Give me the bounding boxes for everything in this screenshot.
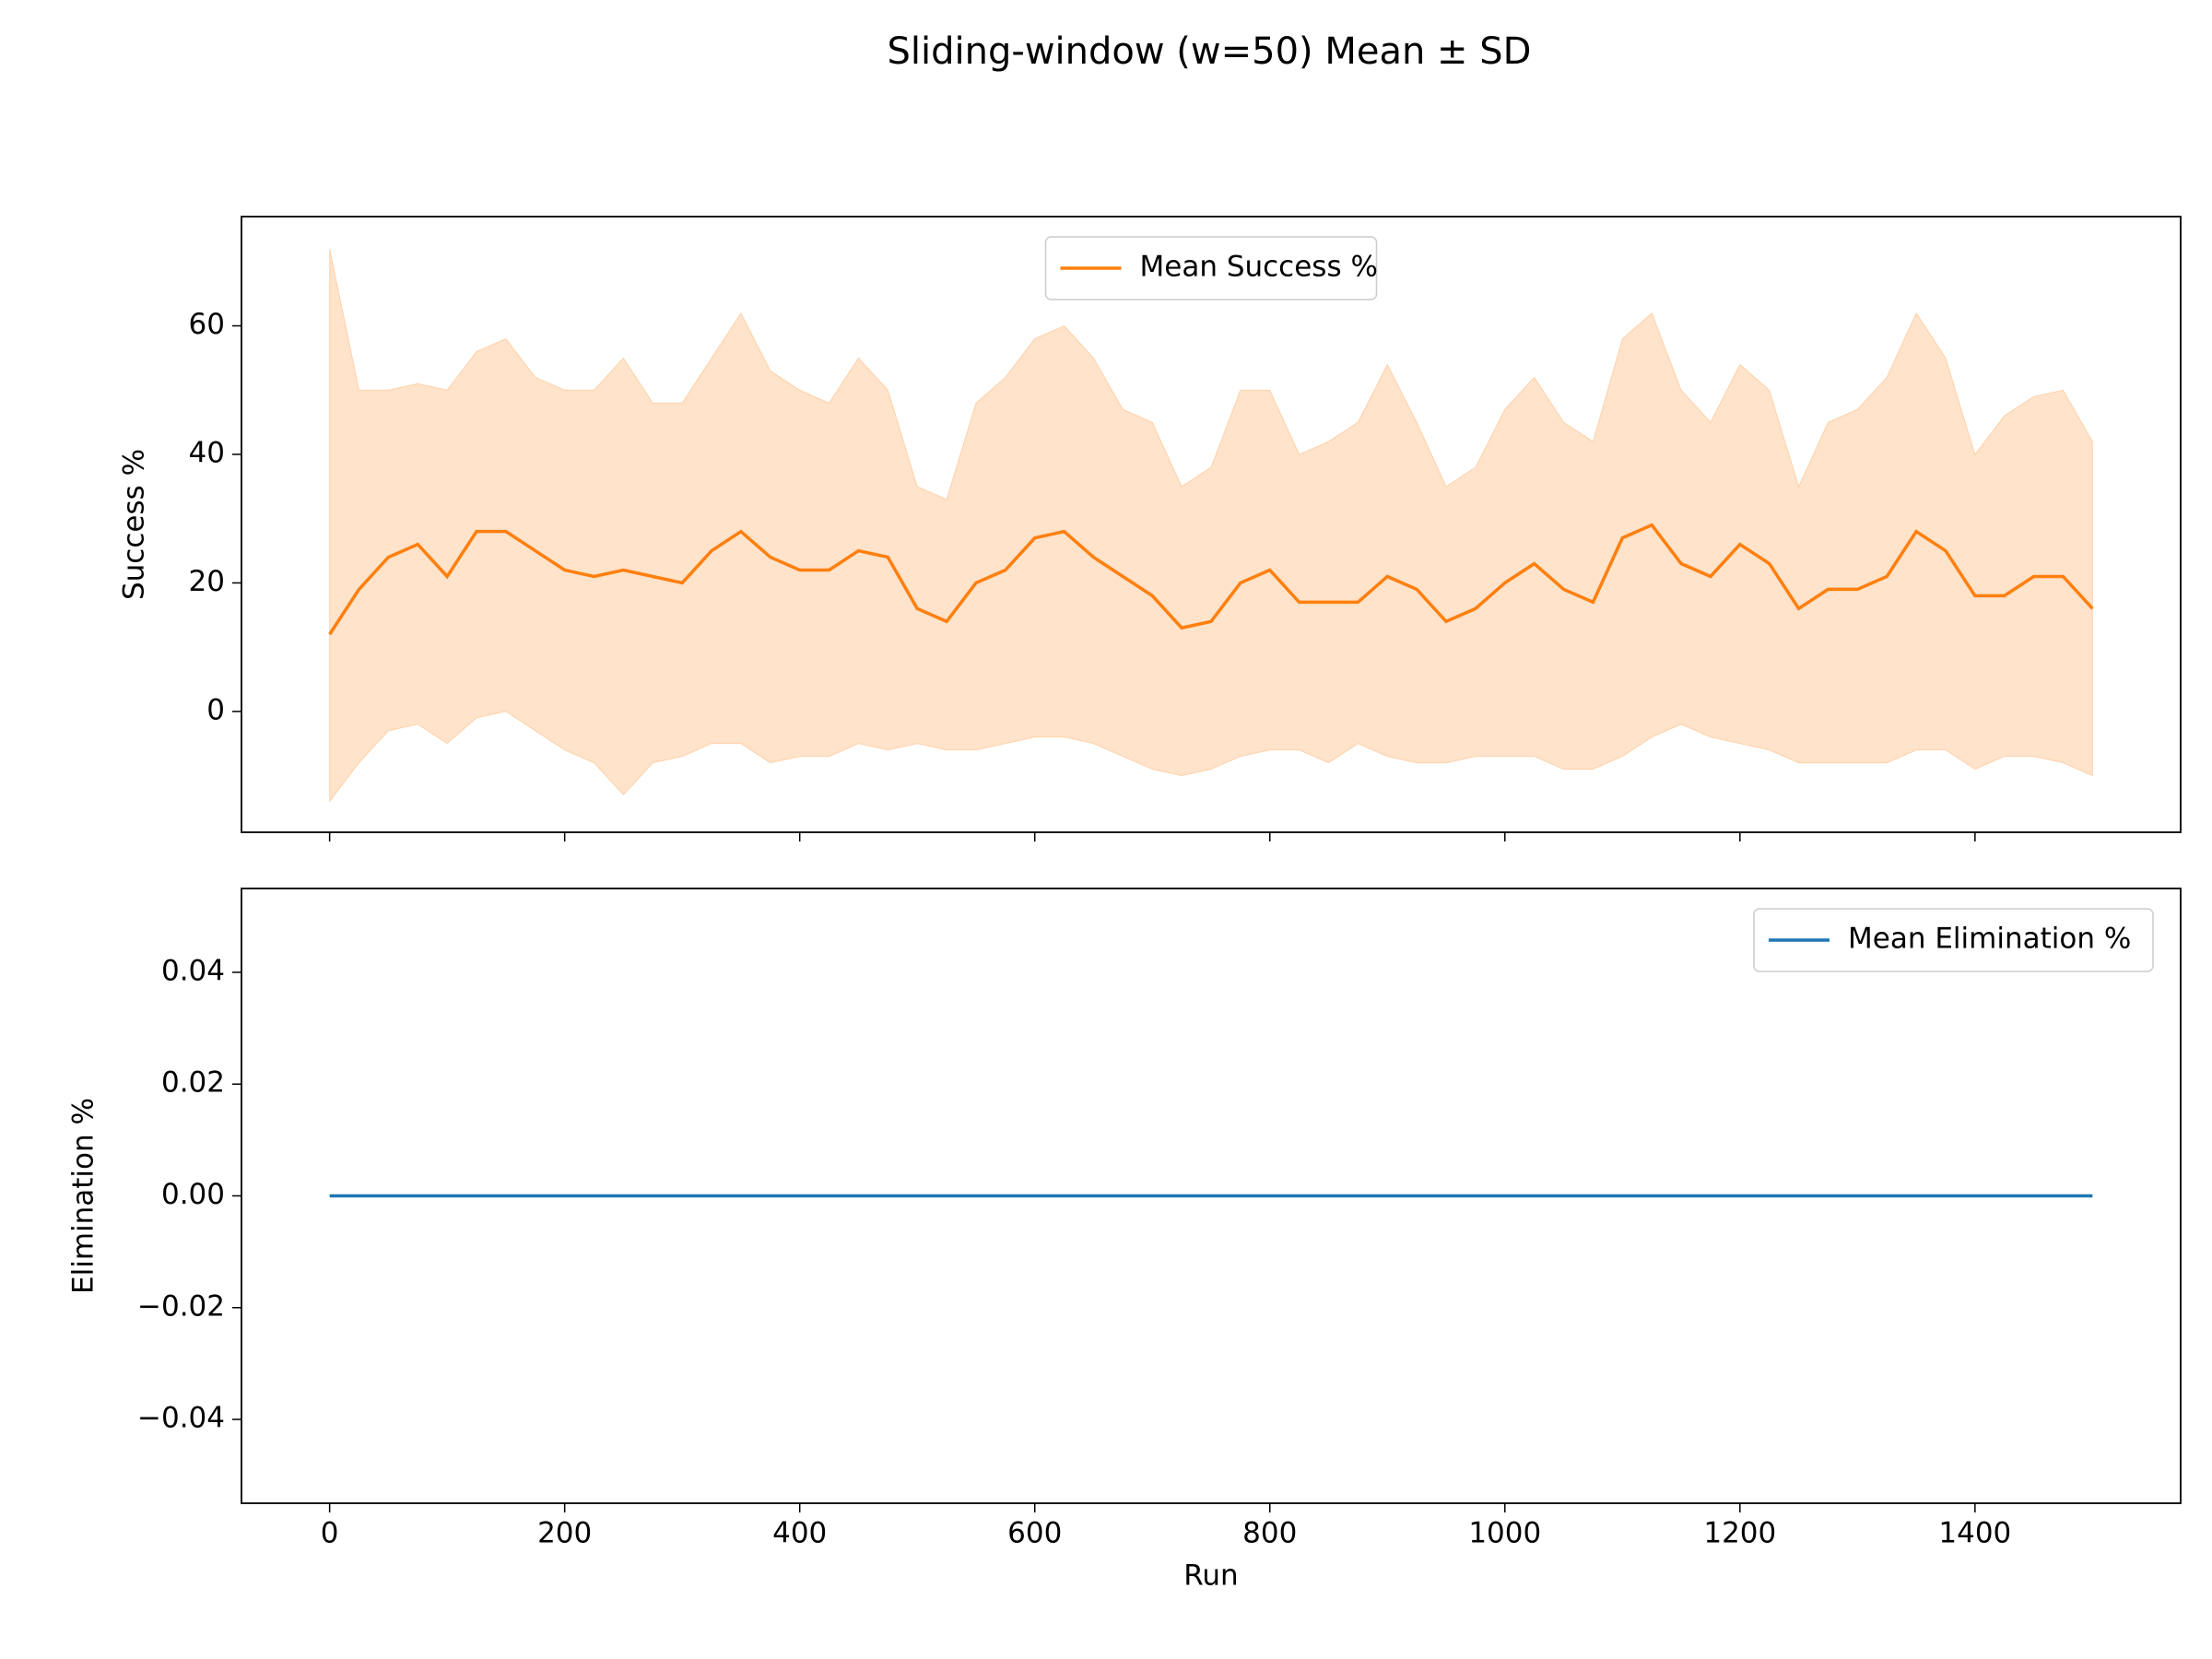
- y-tick-label: 0.04: [161, 954, 225, 987]
- x-tick-label: 0: [321, 1517, 339, 1550]
- legend-label: Mean Elimination %: [1848, 923, 2131, 956]
- y-tick-label: 0.00: [161, 1178, 225, 1211]
- x-tick-label: 400: [772, 1517, 827, 1550]
- y-tick-label: 60: [189, 308, 225, 341]
- legend: Mean Elimination %: [1753, 908, 2154, 972]
- x-tick-label: 1000: [1468, 1517, 1541, 1550]
- y-tick-label: 0: [206, 693, 225, 726]
- y-tick-label: −0.04: [137, 1402, 225, 1435]
- y-tick-label: −0.02: [137, 1289, 225, 1323]
- x-tick-label: 1200: [1703, 1517, 1776, 1550]
- y-tick-label: 0.02: [161, 1066, 225, 1100]
- legend-box: [1044, 236, 1378, 300]
- x-tick-label: 1400: [1938, 1517, 2011, 1550]
- legend-box: [1753, 908, 2154, 972]
- axes-frame: [241, 216, 2182, 833]
- y-tick-label: 20: [189, 565, 225, 598]
- y-axis-label: Success %: [118, 449, 151, 600]
- legend: Mean Success %: [1044, 236, 1378, 300]
- x-axis-label: Run: [1183, 1559, 1238, 1593]
- x-tick-label: 600: [1007, 1517, 1062, 1550]
- x-tick-label: 800: [1242, 1517, 1297, 1550]
- axes-frame: [241, 888, 2182, 1504]
- y-axis-label: Elimination %: [67, 1098, 100, 1294]
- legend-label: Mean Success %: [1140, 251, 1378, 284]
- line: [328, 523, 2094, 636]
- y-tick-label: 40: [189, 436, 225, 469]
- sd-band: [329, 248, 2093, 804]
- x-tick-label: 200: [537, 1517, 592, 1550]
- figure-title: Sliding-window (w=50) Mean ± SD: [888, 30, 1532, 73]
